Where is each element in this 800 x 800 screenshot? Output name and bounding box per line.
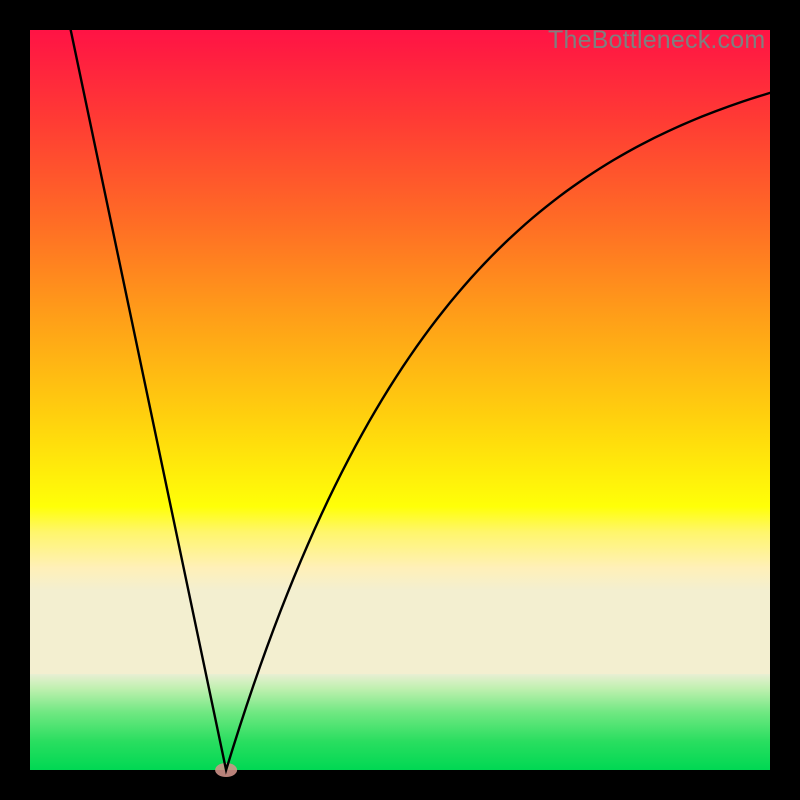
plot-green-band	[30, 674, 770, 770]
plot-gradient-background	[30, 30, 770, 674]
chart-stage: TheBottleneck.com	[0, 0, 800, 800]
watermark-text: TheBottleneck.com	[548, 26, 765, 55]
